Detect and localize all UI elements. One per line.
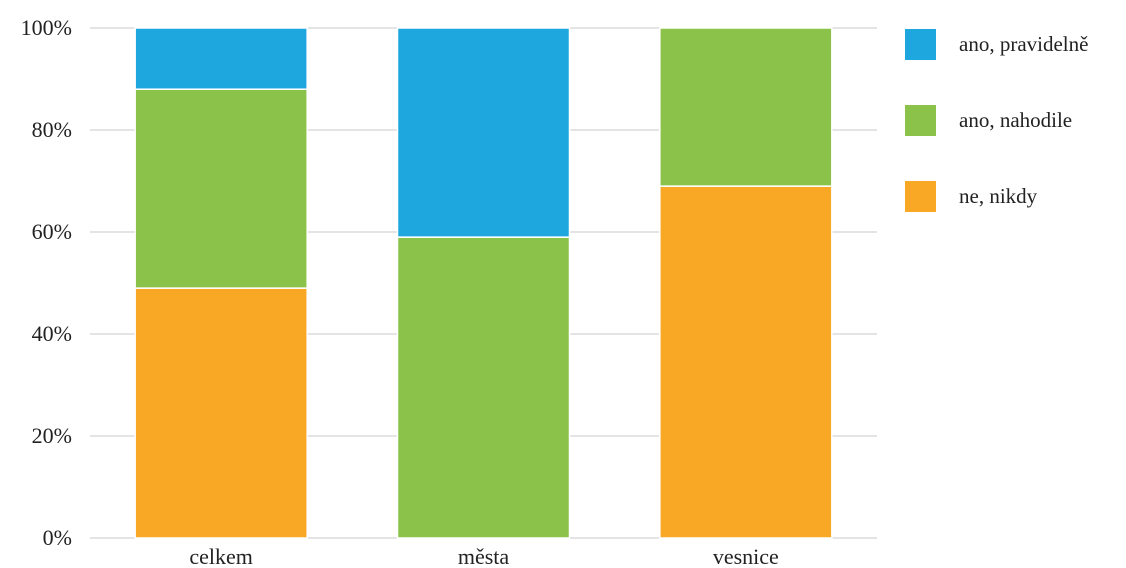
legend-item-nahodile: ano, nahodile xyxy=(905,104,1125,136)
legend-item-pravidelne: ano, pravidelně xyxy=(905,28,1125,60)
legend-swatch-pravidelne xyxy=(905,28,936,60)
x-tick-label: celkem xyxy=(189,544,253,568)
bar-segment xyxy=(396,27,571,238)
y-tick-label: 40% xyxy=(32,321,72,346)
legend-label-nahodile: ano, nahodile xyxy=(959,107,1073,132)
bar-segment xyxy=(134,27,308,90)
y-tick-label: 60% xyxy=(32,219,72,244)
bar-segment xyxy=(396,236,571,539)
bar-segment xyxy=(659,185,833,539)
y-tick-label: 0% xyxy=(43,525,72,550)
legend-item-nikdy: ne, nikdy xyxy=(905,180,1125,212)
legend-label-nikdy: ne, nikdy xyxy=(959,183,1038,208)
legend-swatch-nikdy xyxy=(905,180,936,212)
bar-segment xyxy=(659,27,833,187)
bar-segment xyxy=(134,88,308,289)
y-tick-label: 80% xyxy=(32,117,72,142)
y-tick-label: 20% xyxy=(32,423,72,448)
legend-swatch-nahodile xyxy=(905,104,936,136)
legend: ano, pravidelně ano, nahodile ne, nikdy xyxy=(905,28,1125,256)
x-tick-label: vesnice xyxy=(713,544,779,568)
legend-label-pravidelne: ano, pravidelně xyxy=(959,31,1089,56)
x-tick-label: města xyxy=(458,544,510,568)
y-tick-label: 100% xyxy=(21,15,72,40)
stacked-bar-chart: 0% 20% 40% 60% 80% 100% celkem města vesnice xyxy=(21,15,877,568)
bar-segment xyxy=(134,287,308,539)
